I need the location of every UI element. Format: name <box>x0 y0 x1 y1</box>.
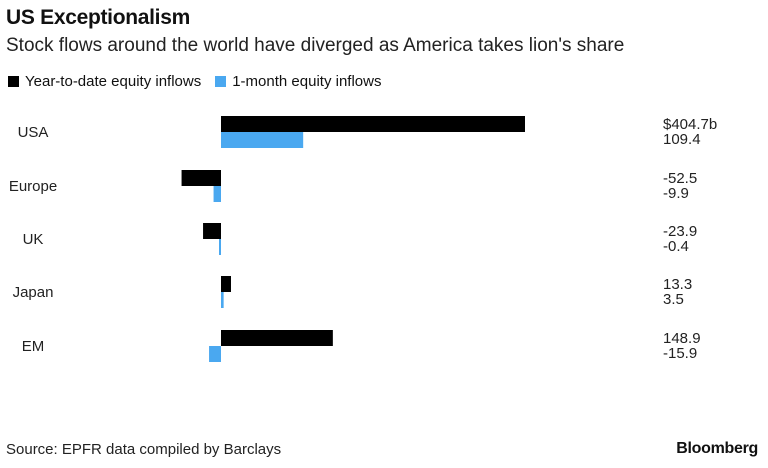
value-label-1month-europe: -9.9 <box>663 185 689 202</box>
bar-ytd-usa <box>221 116 525 132</box>
source-note: Source: EPFR data compiled by Barclays <box>6 441 282 458</box>
value-label-ytd-em: 148.9 <box>663 330 701 347</box>
legend-item-1month: 1-month equity inflows <box>215 73 381 90</box>
legend-item-ytd: Year-to-date equity inflows <box>8 73 201 90</box>
bar-1month-uk <box>219 239 221 255</box>
chart-title: US Exceptionalism <box>6 6 190 29</box>
bar-ytd-europe <box>181 170 221 186</box>
bar-1month-usa <box>221 132 304 148</box>
category-label-europe: Europe <box>9 178 57 195</box>
category-label-japan: Japan <box>13 284 54 301</box>
category-label-usa: USA <box>18 124 49 141</box>
category-label-uk: UK <box>23 231 44 248</box>
chart-subtitle: Stock flows around the world have diverg… <box>6 35 625 56</box>
value-label-ytd-europe: -52.5 <box>663 170 697 187</box>
value-label-1month-em: -15.9 <box>663 345 697 362</box>
value-label-1month-uk: -0.4 <box>663 238 689 255</box>
legend: Year-to-date equity inflows 1-month equi… <box>8 73 395 90</box>
value-label-1month-usa: 109.4 <box>663 131 701 148</box>
bar-ytd-em <box>221 330 333 346</box>
value-label-ytd-japan: 13.3 <box>663 276 692 293</box>
legend-swatch-ytd <box>8 76 19 87</box>
bar-1month-europe <box>213 186 221 202</box>
legend-label-1month: 1-month equity inflows <box>232 73 382 90</box>
value-label-ytd-usa: $404.7b <box>663 116 717 133</box>
value-label-ytd-uk: -23.9 <box>663 223 697 240</box>
bar-1month-japan <box>221 292 224 308</box>
legend-label-ytd: Year-to-date equity inflows <box>25 73 202 90</box>
bar-ytd-japan <box>221 276 231 292</box>
bar-1month-em <box>209 346 221 362</box>
legend-swatch-1month <box>215 76 227 87</box>
bloomberg-logo: Bloomberg <box>676 440 758 457</box>
value-label-1month-japan: 3.5 <box>663 291 684 308</box>
bar-ytd-uk <box>203 223 221 239</box>
category-label-em: EM <box>22 338 45 355</box>
